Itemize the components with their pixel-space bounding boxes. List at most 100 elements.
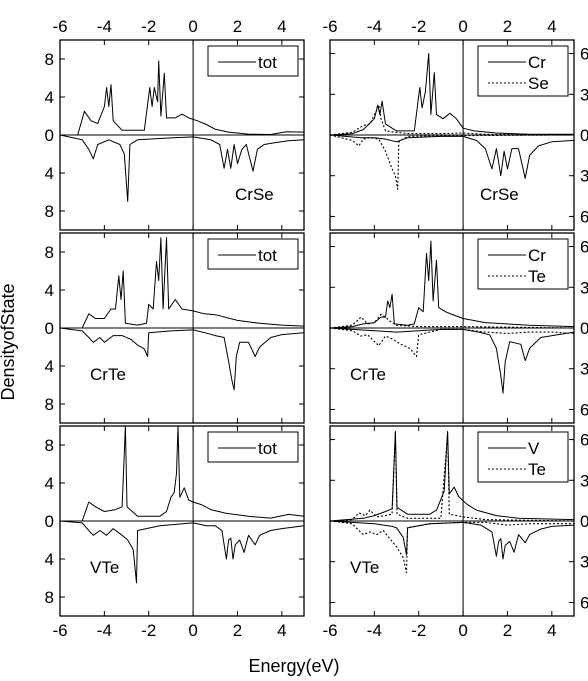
y-tick-label: 4 xyxy=(45,281,54,300)
series-line-v-spin-down xyxy=(330,520,574,560)
legend-box xyxy=(207,238,299,270)
y-tick-label: 0 xyxy=(45,512,54,531)
y-tick-label: 6 xyxy=(580,593,588,612)
series-line-tot-spin-up xyxy=(60,237,304,329)
series-line-cr-spin-up xyxy=(330,240,574,329)
legend-label-tot: tot xyxy=(258,246,277,265)
x-tick-label: -2 xyxy=(141,17,156,36)
y-tick-label: 0 xyxy=(580,319,588,338)
legend-box xyxy=(207,45,299,77)
y-tick-label: 8 xyxy=(45,395,54,414)
series-line-tot-spin-down xyxy=(60,520,304,584)
y-tick-label: 3 xyxy=(580,360,588,379)
x-tick-label: -2 xyxy=(411,17,426,36)
series-line-v-spin-up xyxy=(330,430,574,522)
series-line-tot-spin-down xyxy=(60,327,304,391)
material-label: VTe xyxy=(350,558,379,577)
y-tick-label: 0 xyxy=(45,319,54,338)
y-tick-label: 6 xyxy=(580,238,588,257)
panel-middle-left: 8 4 0 4 8 tot CrTe xyxy=(45,232,305,424)
x-tick-label: -2 xyxy=(411,621,426,640)
y-tick-label: 6 xyxy=(580,400,588,419)
y-tick-label: 4 xyxy=(45,357,54,376)
legend: Cr Se xyxy=(477,45,569,97)
y-tick-label: 8 xyxy=(45,202,54,221)
x-tick-label: -6 xyxy=(322,17,337,36)
series-line-tot-spin-down xyxy=(60,134,304,202)
y-tick-label: 0 xyxy=(45,126,54,145)
legend-label-se: Se xyxy=(528,74,549,93)
series-line-cr-spin-down xyxy=(330,134,574,179)
series-line-cr-spin-down xyxy=(330,327,574,394)
series-line-te-spin-up xyxy=(330,313,574,329)
legend-label-v: V xyxy=(528,439,540,458)
x-tick-label: 0 xyxy=(188,621,197,640)
x-tick-label: -6 xyxy=(52,17,67,36)
legend: V Te xyxy=(477,431,569,483)
material-label: VTe xyxy=(90,558,119,577)
x-tick-label: 0 xyxy=(188,17,197,36)
legend-label-te: Te xyxy=(528,460,546,479)
y-tick-label: 3 xyxy=(580,85,588,104)
x-tick-label: -6 xyxy=(322,621,337,640)
y-tick-label: 8 xyxy=(45,50,54,69)
legend-box xyxy=(477,238,569,290)
x-tick-label: -4 xyxy=(367,621,382,640)
legend: tot xyxy=(207,431,299,463)
dos-curves xyxy=(60,237,304,391)
x-tick-label: 2 xyxy=(233,621,242,640)
y-tick-label: 6 xyxy=(580,207,588,226)
dos-curves xyxy=(60,60,304,202)
x-tick-label: 2 xyxy=(503,621,512,640)
legend-box xyxy=(207,431,299,463)
legend-box xyxy=(477,45,569,97)
legend-box xyxy=(477,431,569,483)
material-label: CrTe xyxy=(90,365,126,384)
x-tick-label: 4 xyxy=(547,17,556,36)
dos-curves xyxy=(330,53,574,190)
y-tick-label: 3 xyxy=(580,167,588,186)
legend: tot xyxy=(207,45,299,77)
x-tick-label: 0 xyxy=(458,621,467,640)
y-tick-label: 8 xyxy=(45,436,54,455)
y-tick-label: 8 xyxy=(45,588,54,607)
x-tick-label: -4 xyxy=(97,17,112,36)
y-tick-label: 4 xyxy=(45,164,54,183)
material-label: CrSe xyxy=(480,185,519,204)
dos-curves xyxy=(60,426,304,584)
y-tick-label: 0 xyxy=(580,126,588,145)
series-line-tot-spin-up xyxy=(60,60,304,136)
material-label: CrTe xyxy=(350,365,386,384)
series-line-te-spin-down xyxy=(330,327,574,358)
legend-label-tot: tot xyxy=(258,439,277,458)
x-tick-label: -4 xyxy=(367,17,382,36)
x-tick-label: 2 xyxy=(233,17,242,36)
series-line-cr-spin-up xyxy=(330,53,574,136)
y-tick-label: 4 xyxy=(45,474,54,493)
x-tick-label: 2 xyxy=(503,17,512,36)
x-tick-label: -4 xyxy=(97,621,112,640)
y-tick-label: 3 xyxy=(580,278,588,297)
legend-label-te: Te xyxy=(528,267,546,286)
series-line-se-spin-down xyxy=(330,134,574,190)
legend-label-cr: Cr xyxy=(528,246,546,265)
x-axis-title: Energy(eV) xyxy=(248,656,339,676)
legend: tot xyxy=(207,238,299,270)
x-tick-label: -2 xyxy=(141,621,156,640)
y-tick-label: 3 xyxy=(580,553,588,572)
y-axis-title: DensityofState xyxy=(0,283,18,400)
panel-bottom-left: -6 -4 -2 0 2 4 8 4 0 4 8 tot VTe xyxy=(45,425,305,640)
dos-curves xyxy=(330,430,574,574)
legend-label-cr: Cr xyxy=(528,53,546,72)
x-tick-label: -6 xyxy=(52,621,67,640)
x-tick-label: 4 xyxy=(547,621,556,640)
y-tick-label: 6 xyxy=(580,45,588,64)
legend-label-tot: tot xyxy=(258,53,277,72)
dos-curves xyxy=(330,240,574,394)
y-tick-label: 3 xyxy=(580,471,588,490)
y-tick-label: 4 xyxy=(45,550,54,569)
